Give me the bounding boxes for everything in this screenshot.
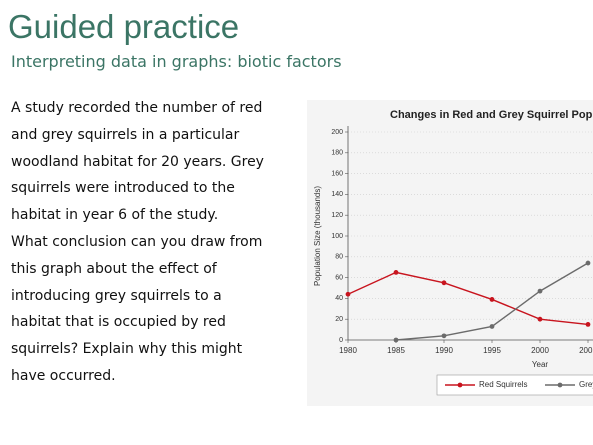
x-axis-label: Year xyxy=(532,360,549,369)
data-point xyxy=(393,270,399,275)
legend-marker xyxy=(457,382,463,388)
y-axis-label: Population Size (thousands) xyxy=(313,186,322,286)
y-tick-label: 20 xyxy=(335,316,343,323)
body-line: this graph about the effect of xyxy=(11,260,217,277)
x-tick-label: 1995 xyxy=(483,346,501,355)
data-point xyxy=(585,322,591,327)
slide-subtitle: Interpreting data in graphs: biotic fact… xyxy=(11,52,342,71)
y-tick-label: 200 xyxy=(331,129,343,136)
data-point xyxy=(345,291,351,297)
body-line: squirrels? Explain why this might xyxy=(11,341,243,358)
body-line: What conclusion can you draw from xyxy=(11,233,263,250)
x-tick-label: 1990 xyxy=(435,346,453,355)
slide-title: Guided practice xyxy=(8,8,240,45)
body-line: have occurred. xyxy=(11,367,116,384)
body-line: squirrels were introduced to the xyxy=(11,180,235,197)
x-tick-label: 1985 xyxy=(387,346,405,355)
x-tick-label: 2005 xyxy=(579,346,593,355)
x-tick-label: 1980 xyxy=(339,346,357,355)
y-tick-label: 140 xyxy=(331,191,343,198)
chart: Changes in Red and Grey Squirrel Populat… xyxy=(307,100,593,406)
legend-label: Red Squirrels xyxy=(479,380,527,389)
data-point xyxy=(537,316,543,322)
y-tick-label: 80 xyxy=(335,254,343,261)
y-tick-label: 60 xyxy=(335,274,343,281)
body-text: A study recorded the number of red and gr… xyxy=(11,95,264,390)
data-point xyxy=(489,324,495,329)
body-line: woodland habitat for 20 years. Grey xyxy=(11,153,264,170)
legend-box xyxy=(436,374,593,396)
data-point xyxy=(537,288,543,294)
series-line xyxy=(347,271,589,326)
data-point xyxy=(441,280,447,286)
legend-marker xyxy=(557,382,563,388)
x-tick-label: 2000 xyxy=(531,346,549,355)
body-line: and grey squirrels in a particular xyxy=(11,126,240,143)
y-tick-label: 40 xyxy=(335,295,343,302)
chart-title: Changes in Red and Grey Squirrel Populat… xyxy=(390,109,593,121)
y-tick-label: 120 xyxy=(331,212,343,219)
data-point xyxy=(393,337,399,343)
data-point xyxy=(585,260,591,266)
y-tick-label: 180 xyxy=(331,150,343,157)
data-point xyxy=(489,297,495,302)
y-tick-label: 0 xyxy=(339,337,343,344)
y-tick-label: 100 xyxy=(331,233,343,240)
body-line: introducing grey squirrels to a xyxy=(11,287,222,304)
legend-label: Grey Squirrels xyxy=(579,380,593,389)
y-tick-label: 160 xyxy=(331,170,343,177)
body-line: A study recorded the number of red xyxy=(11,100,263,116)
data-point xyxy=(441,333,447,339)
body-line: habitat that is occupied by red xyxy=(11,314,226,331)
body-line: habitat in year 6 of the study. xyxy=(11,207,219,224)
